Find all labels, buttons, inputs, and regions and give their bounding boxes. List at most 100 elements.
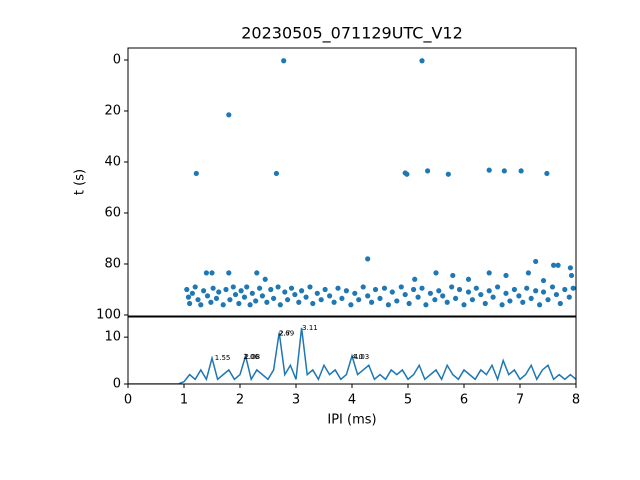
- point: [299, 288, 305, 294]
- point: [533, 288, 539, 294]
- y-tick-label: 0: [113, 377, 121, 392]
- point: [511, 286, 517, 293]
- point: [209, 270, 215, 276]
- point: [503, 272, 509, 279]
- x-tick-label: 8: [572, 393, 580, 408]
- point: [232, 291, 239, 298]
- y-tick-label: 0: [113, 52, 121, 67]
- point: [203, 270, 209, 276]
- annotation: 2.06: [243, 353, 259, 361]
- point: [360, 284, 366, 290]
- point: [490, 294, 496, 300]
- point: [404, 171, 410, 177]
- point: [331, 299, 337, 305]
- x-axis-label: IPI (ms): [327, 413, 376, 428]
- point: [318, 297, 324, 303]
- y-tick-label: 100: [96, 307, 121, 322]
- point: [227, 297, 233, 303]
- chart-title: 20230505_071129UTC_V12: [241, 24, 463, 44]
- y-tick-label: 60: [104, 205, 121, 220]
- x-tick-label: 7: [516, 393, 524, 408]
- point: [381, 285, 388, 291]
- point: [307, 284, 313, 290]
- point: [412, 276, 418, 282]
- annotation: 3.11: [302, 324, 318, 332]
- point: [238, 288, 244, 294]
- point: [210, 285, 216, 291]
- x-tick-label: 0: [124, 393, 132, 408]
- point: [273, 170, 279, 177]
- point: [292, 291, 298, 298]
- point: [192, 284, 198, 290]
- point: [257, 285, 263, 291]
- point: [419, 58, 425, 64]
- plot-area: [128, 327, 576, 384]
- point: [469, 297, 475, 303]
- point: [419, 285, 425, 291]
- point: [271, 295, 277, 302]
- point: [453, 295, 459, 302]
- point: [249, 290, 255, 296]
- point: [310, 300, 316, 307]
- point: [507, 298, 513, 304]
- x-tick-label: 1: [180, 393, 188, 408]
- x-tick-label: 5: [404, 393, 412, 408]
- point: [540, 289, 547, 295]
- point: [264, 299, 270, 305]
- axes-frame: [127, 47, 577, 317]
- point: [436, 288, 442, 294]
- point: [254, 270, 260, 276]
- x-tick-label: 4: [348, 393, 356, 408]
- point: [369, 299, 375, 305]
- point: [288, 285, 295, 291]
- point: [465, 289, 472, 295]
- point: [230, 284, 236, 290]
- point: [339, 295, 345, 302]
- point: [394, 298, 400, 304]
- y-tick-label: 40: [104, 154, 121, 169]
- point: [528, 295, 534, 302]
- point: [327, 293, 333, 299]
- point: [465, 276, 472, 282]
- point: [433, 270, 439, 276]
- point: [520, 299, 526, 305]
- point: [570, 285, 576, 291]
- point: [220, 302, 226, 308]
- point: [322, 286, 328, 293]
- point: [223, 286, 229, 293]
- point: [241, 294, 248, 300]
- point: [568, 272, 575, 279]
- point: [389, 289, 395, 295]
- point: [193, 170, 199, 177]
- point: [275, 284, 281, 290]
- point: [544, 170, 550, 177]
- point: [566, 294, 572, 300]
- y-tick-label: 80: [104, 256, 121, 271]
- point: [277, 302, 283, 308]
- point: [423, 302, 429, 308]
- point: [533, 258, 539, 265]
- point: [427, 290, 433, 296]
- point: [244, 284, 250, 290]
- point: [296, 299, 302, 305]
- point: [356, 297, 362, 303]
- point: [486, 167, 492, 173]
- point: [184, 286, 190, 293]
- point: [262, 276, 268, 282]
- point: [281, 58, 287, 64]
- point: [398, 284, 404, 290]
- point: [562, 286, 568, 293]
- point: [411, 286, 417, 293]
- annotation: 4.0: [352, 353, 363, 361]
- point: [516, 293, 522, 299]
- point: [216, 289, 222, 295]
- point: [440, 293, 446, 299]
- point: [525, 270, 532, 276]
- point: [247, 302, 253, 308]
- point: [444, 299, 450, 305]
- point: [343, 288, 349, 294]
- point: [402, 291, 408, 298]
- point: [432, 297, 438, 303]
- point: [185, 294, 192, 300]
